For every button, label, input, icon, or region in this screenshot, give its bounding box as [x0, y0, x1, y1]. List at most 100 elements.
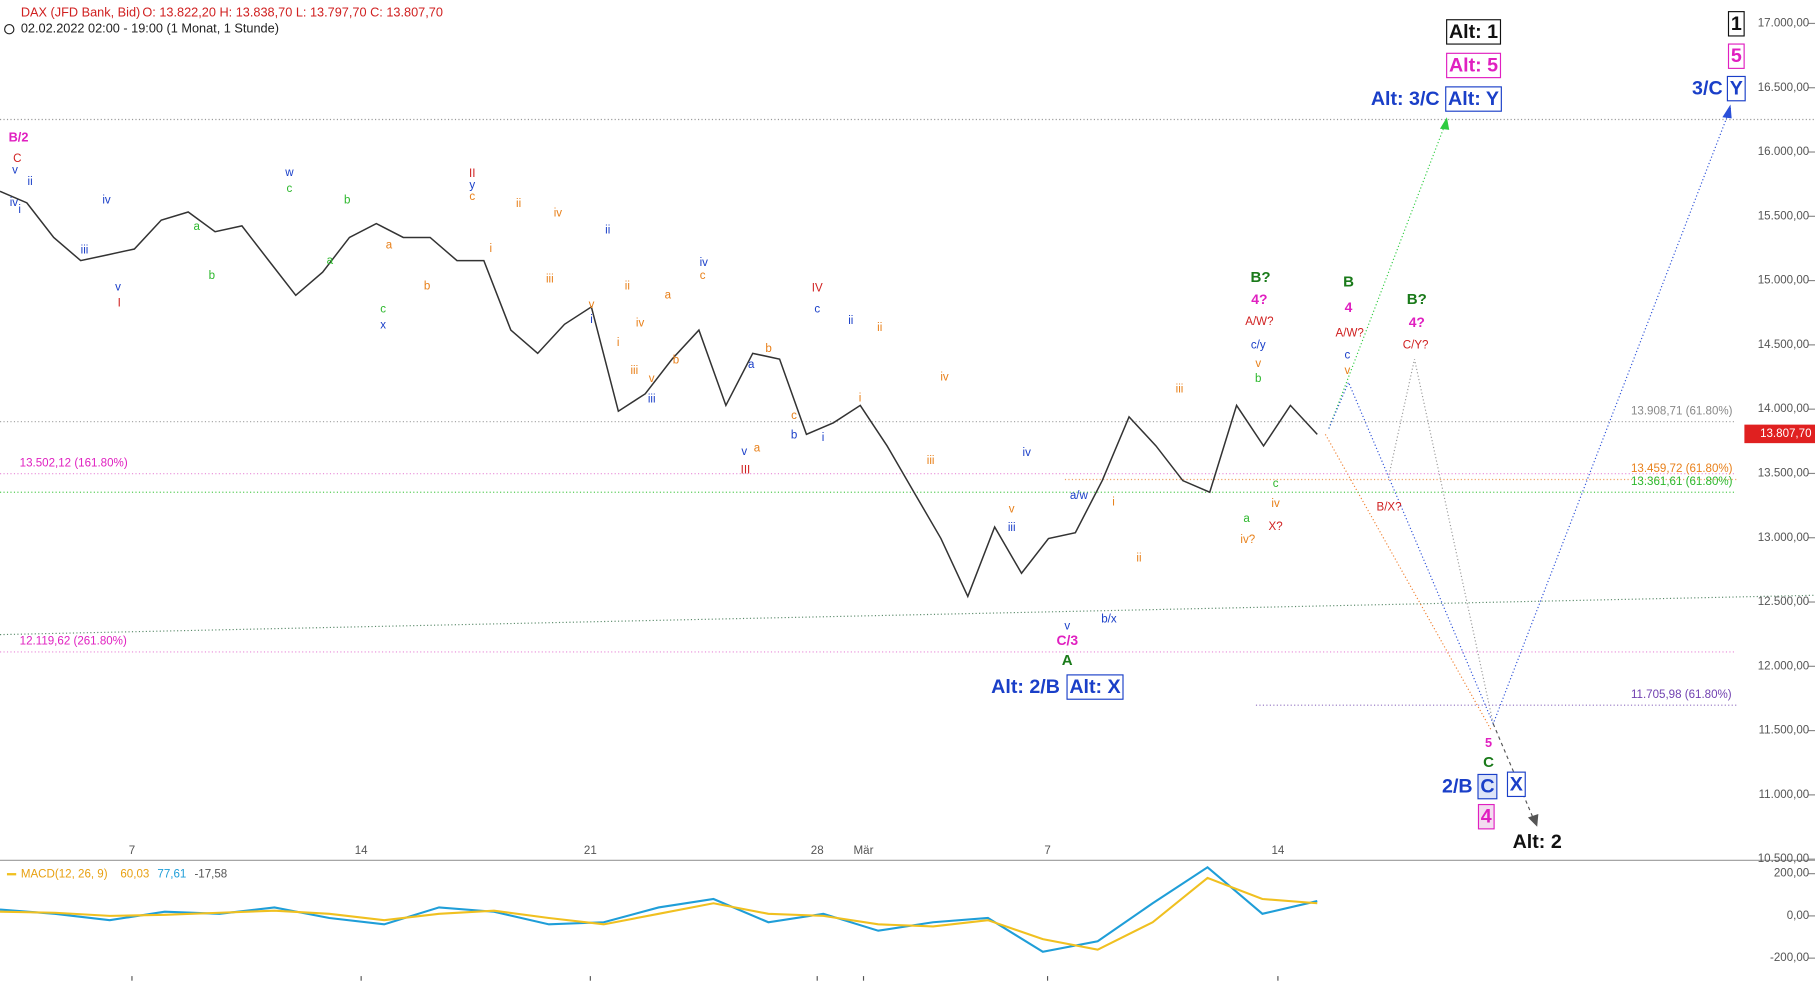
wave-label: Alt: Y: [1448, 88, 1499, 110]
y-tick-label: 12.500,00: [1758, 596, 1809, 608]
wave-label: iv?: [1240, 534, 1255, 546]
wave-label: A: [1062, 652, 1073, 669]
wave-label: iii: [1008, 522, 1016, 534]
wave-label: B?: [1407, 291, 1427, 308]
wave-label: III: [741, 464, 751, 476]
wave-label: iii: [630, 365, 638, 377]
trend-line: [0, 594, 1815, 636]
y-tick-label: 13.000,00: [1758, 532, 1809, 544]
wave-label: Alt: 5: [1449, 54, 1498, 76]
wave-label: 3/C: [1692, 78, 1723, 100]
wave-label: a: [194, 221, 201, 233]
wave-label: b: [344, 195, 350, 207]
wave-label: iv: [700, 257, 709, 269]
projection: [1388, 358, 1494, 724]
wave-label: ii: [28, 176, 33, 188]
wave-label: Y: [1730, 78, 1743, 100]
y-tick-label: 14.000,00: [1758, 403, 1809, 415]
y-tick-label: 15.000,00: [1758, 275, 1809, 287]
wave-label: C: [13, 153, 21, 165]
wave-label: iv: [1271, 498, 1280, 510]
wave-label: i: [590, 314, 593, 326]
x-tick-label: 7: [1044, 845, 1050, 857]
wave-label: v: [589, 299, 595, 311]
wave-label: ii: [1136, 552, 1141, 564]
wave-label: X?: [1269, 521, 1283, 533]
projection: [1324, 434, 1492, 730]
wave-label: A/W?: [1245, 316, 1273, 328]
y-tick-label: 11.500,00: [1759, 725, 1810, 737]
x-tick-label: 14: [1271, 845, 1284, 857]
wave-label: v: [649, 373, 655, 385]
wave-label: 2/B: [1442, 776, 1473, 798]
arrow-head: [1439, 117, 1450, 130]
wave-label: b: [765, 343, 771, 355]
y-tick-label: 16.500,00: [1758, 82, 1809, 94]
label-box: [1727, 43, 1745, 69]
wave-label: Alt: 2: [1513, 831, 1562, 853]
wave-label: y: [469, 180, 475, 192]
wave-label: B/2: [9, 129, 29, 144]
wave-label: b: [673, 354, 679, 366]
wave-label: c: [1273, 478, 1279, 490]
ohlc: O: 13.822,20 H: 13.838,70 L: 13.797,70 C…: [142, 4, 443, 19]
fib-label: 12.119,62 (261.80%): [20, 636, 127, 648]
wave-label: c: [1344, 350, 1350, 362]
y-tick-label: 11.000,00: [1759, 789, 1810, 801]
wave-label: 4: [1345, 299, 1353, 315]
wave-label: b: [791, 430, 797, 442]
macd-y-tick-label: 0,00: [1787, 910, 1810, 922]
wave-label: b: [209, 270, 215, 282]
label-box: [1445, 86, 1502, 112]
fib-label: 13.361,61 (61.80%): [1631, 476, 1733, 488]
x-tick-label: 21: [584, 845, 597, 857]
wave-label: iii: [81, 244, 89, 256]
label-box: [1727, 11, 1745, 37]
wave-label: c: [791, 410, 797, 422]
x-tick-label: Mär: [854, 845, 874, 857]
projection: [1328, 107, 1732, 726]
wave-label: iii: [927, 455, 935, 467]
macd-readout: -17,58: [194, 868, 227, 880]
wave-label: w: [284, 167, 294, 179]
macd-readout: 60,03: [120, 868, 149, 880]
price-line: [0, 190, 1318, 599]
instrument: DAX (JFD Bank, Bid): [21, 4, 140, 19]
wave-label: c/y: [1251, 339, 1266, 351]
wave-label: v: [1064, 621, 1070, 633]
macd-y-tick-label: -200,00: [1770, 952, 1809, 964]
wave-label: ii: [625, 280, 630, 292]
wave-label: 5: [1485, 735, 1492, 750]
wave-label: v: [12, 165, 18, 177]
wave-label: C/3: [1056, 632, 1078, 648]
wave-label: v: [1344, 365, 1350, 377]
arrow-head: [1722, 104, 1732, 119]
fib-label: 11.705,98 (61.80%): [1631, 689, 1732, 701]
wave-label: iv: [10, 197, 19, 209]
y-tick-label: 10.500,00: [1758, 853, 1809, 865]
wave-label: 5: [1731, 45, 1742, 67]
wave-label: ii: [516, 198, 521, 210]
wave-label: Alt: X: [1069, 676, 1120, 698]
label-box: [1726, 75, 1746, 102]
wave-label: I: [118, 298, 121, 310]
wave-label: b/x: [1101, 614, 1117, 626]
fib-label: 13.502,12 (161.80%): [20, 457, 128, 469]
wave-label: v: [1009, 504, 1015, 516]
wave-label: 1: [1731, 13, 1742, 35]
label-box: [1446, 52, 1502, 79]
wave-label: iv: [554, 207, 563, 219]
wave-label: x: [380, 320, 386, 332]
fib-label: 13.908,71 (61.80%): [1631, 405, 1733, 417]
wave-label: i: [617, 337, 620, 349]
price-tag-label: 13.807,70: [1760, 428, 1811, 440]
wave-label: v: [1255, 358, 1261, 370]
wave-label: 4?: [1251, 291, 1267, 307]
wave-label: v: [115, 281, 121, 293]
wave-label: C: [1480, 776, 1494, 798]
arrow-head: [1527, 814, 1539, 827]
x-tick-label: 28: [811, 845, 824, 857]
label-box: [1446, 19, 1502, 45]
